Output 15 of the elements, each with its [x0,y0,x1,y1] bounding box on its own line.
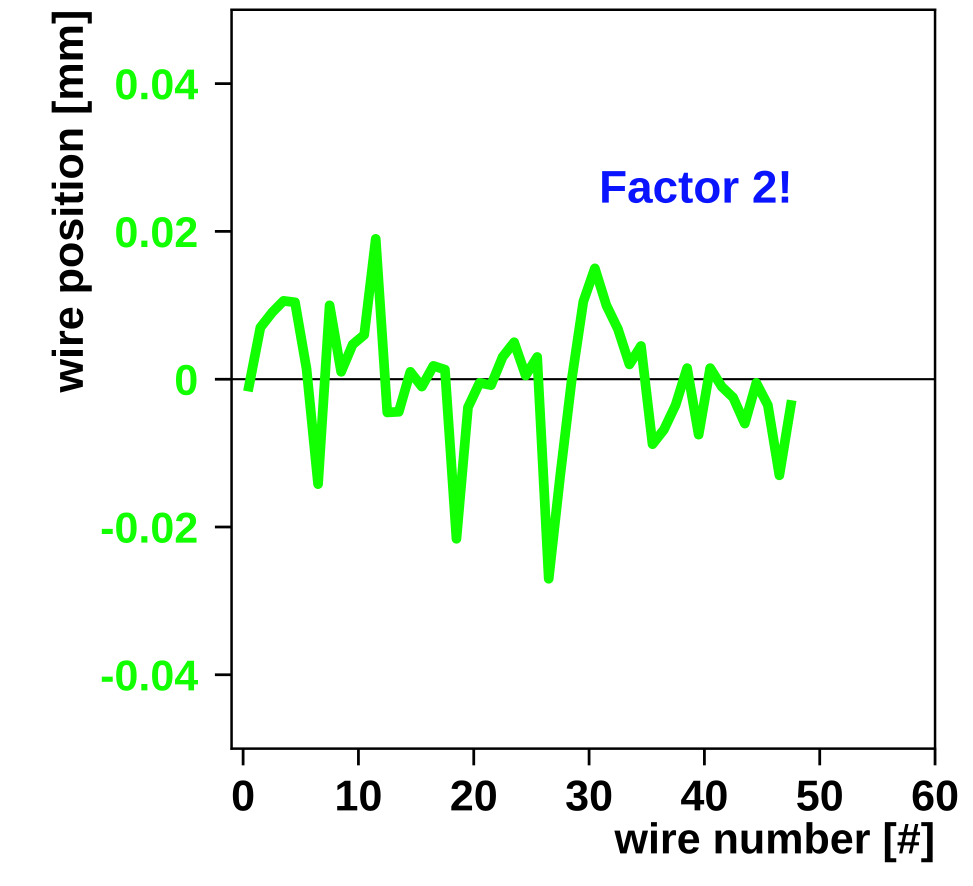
annotation: Factor 2! [602,170,788,204]
x-tick-label: 30 [566,780,612,811]
x-tick-label: 40 [681,780,727,811]
y-tick-label: -0.04 [102,660,198,691]
y-tick-label: 0 [176,364,196,396]
x-tick-label: 0 [232,780,254,811]
x-tick-label: 60 [912,780,958,811]
y-tick-label: 0.02 [116,216,197,248]
x-tick-label: 50 [797,780,842,811]
y-tick-label: 0.04 [116,69,198,100]
y-tick-label: -0.02 [102,512,197,544]
y-axis-title: wire position [mm] [52,12,92,393]
x-tick-label: 20 [451,780,496,811]
x-axis-title: wire number [#] [614,822,933,862]
x-tick-label: 10 [337,780,381,811]
